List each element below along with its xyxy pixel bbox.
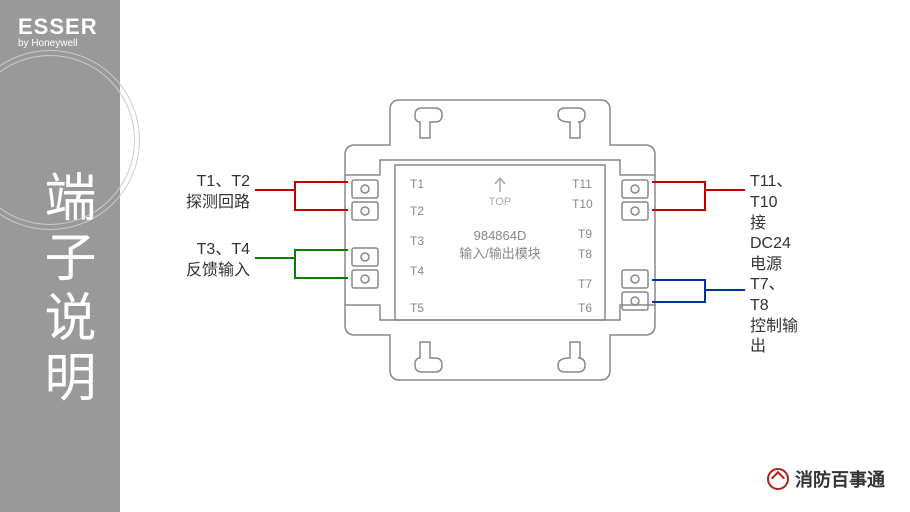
terminal-label: T10 <box>572 197 593 211</box>
terminal-label: T8 <box>578 247 592 261</box>
terminal-label: T11 <box>572 177 592 191</box>
module-svg: T1 T2 T3 T4 T5 T11 T10 T9 T8 T7 T6 TOP 9… <box>200 90 800 430</box>
terminal-label: T2 <box>410 204 424 218</box>
terminal-label: T3 <box>410 234 424 248</box>
logo: ESSER by Honeywell <box>18 14 98 49</box>
footer-text: 消防百事通 <box>795 466 885 492</box>
page-title: 端子说明 <box>28 170 103 410</box>
terminal-label: T4 <box>410 264 424 278</box>
terminal-label: T9 <box>578 227 592 241</box>
sidebar: ESSER by Honeywell 端子说明 <box>0 0 120 512</box>
footer-icon <box>767 468 789 490</box>
terminal-label: T7 <box>578 277 592 291</box>
terminal-diagram: T1、T2 探测回路 T3、T4 反馈输入 T11、T10 接DC24电源 T7… <box>200 90 800 430</box>
model-desc: 输入/输出模块 <box>459 246 541 261</box>
terminal-label: T5 <box>410 301 424 315</box>
terminal-label: T1 <box>410 177 424 191</box>
top-label: TOP <box>489 196 511 208</box>
model-number: 984864D <box>474 228 527 243</box>
logo-main: ESSER <box>18 14 98 40</box>
footer-branding: 消防百事通 <box>767 466 885 492</box>
terminal-label: T6 <box>578 301 592 315</box>
